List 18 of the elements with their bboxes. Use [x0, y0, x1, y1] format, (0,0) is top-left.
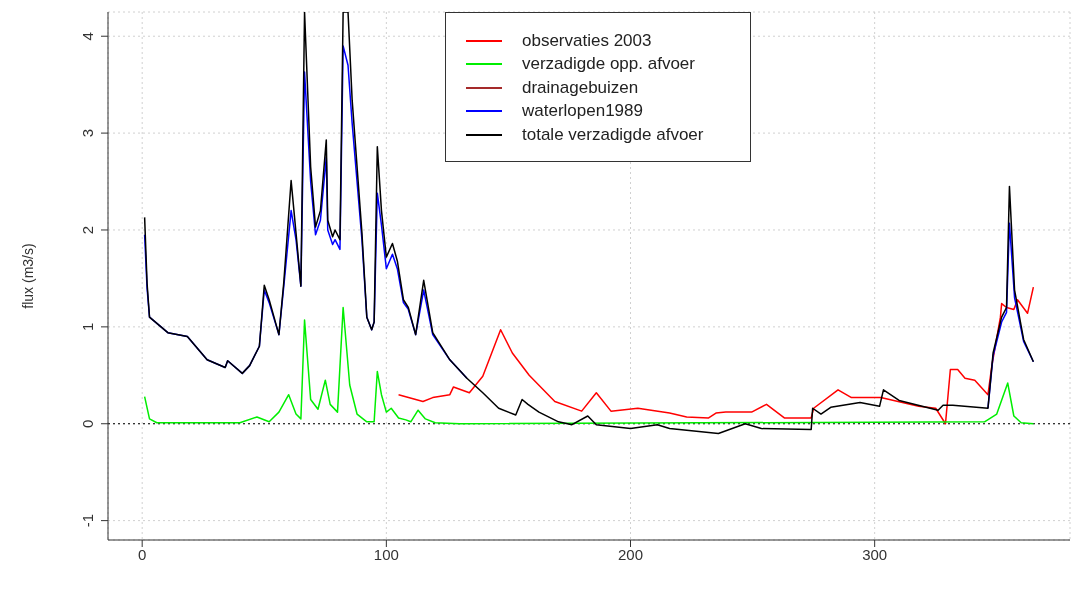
y-axis-title: flux (m3/s)	[19, 243, 36, 309]
x-tick-label: 300	[862, 545, 888, 563]
x-tick-label: 0	[138, 545, 147, 563]
x-tick-label: 200	[617, 545, 644, 563]
line-series	[397, 286, 1035, 425]
line-series	[143, 306, 1035, 425]
y-tick-label: 2	[79, 225, 96, 235]
y-tick-label: 3	[79, 128, 96, 138]
y-tick-label: 1	[79, 322, 96, 332]
legend-label: verzadigde opp. afvoer	[522, 54, 695, 75]
legend-label: drainagebuizen	[522, 77, 639, 98]
x-tick-label: 100	[373, 545, 399, 563]
y-tick-label: -1	[79, 513, 96, 528]
legend-label: totale verzadigde afvoer	[522, 124, 704, 145]
y-tick-label: 0	[79, 419, 96, 428]
legend-label: waterlopen1989	[522, 101, 643, 122]
legend-label: observaties 2003	[522, 30, 652, 51]
y-tick-label: 4	[79, 32, 96, 41]
